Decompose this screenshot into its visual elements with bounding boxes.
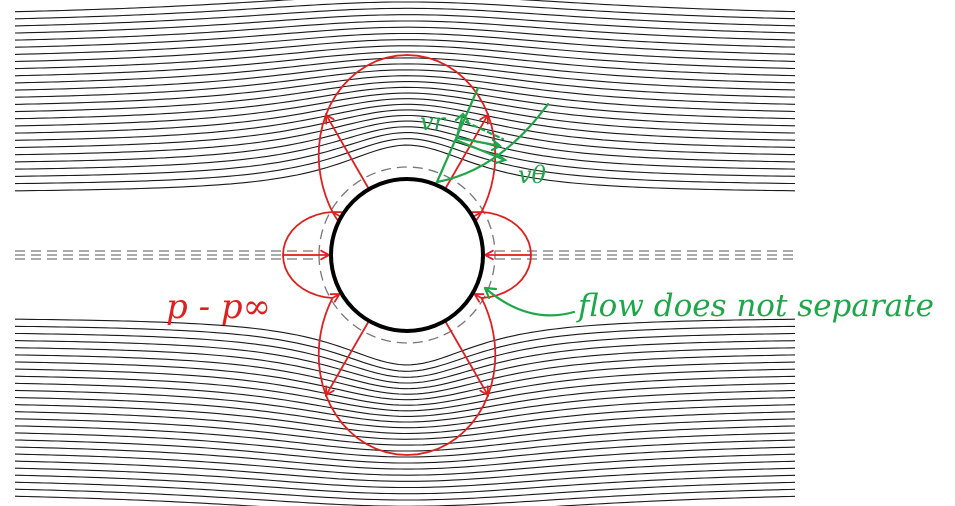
vr-arrow — [454, 112, 470, 142]
pressure-label: p - p∞ — [166, 287, 271, 327]
cylinder — [329, 177, 485, 333]
streamline — [14, 7, 796, 27]
streamline — [14, 57, 796, 84]
vtheta-label: vθ — [518, 161, 547, 189]
streamline — [14, 32, 796, 55]
flow-note: flow does not separate — [576, 288, 934, 324]
dividing-streamline-segment — [318, 166, 496, 256]
streamline — [14, 474, 796, 495]
streamline — [14, 467, 796, 489]
streamlines — [14, 0, 796, 506]
streamline — [14, 1, 796, 20]
streamline — [14, 432, 796, 458]
pressure-distribution — [282, 54, 532, 456]
pressure-arrow — [330, 211, 343, 221]
pressure-arrow — [471, 211, 484, 221]
streamline — [14, 347, 796, 390]
streamline — [14, 439, 796, 464]
streamline — [14, 20, 796, 41]
streamline — [14, 495, 796, 506]
streamline — [14, 361, 796, 401]
dashed-helper — [464, 120, 505, 141]
streamline — [14, 404, 796, 435]
streamline — [14, 39, 796, 63]
streamline — [14, 325, 795, 372]
streamline — [14, 368, 796, 406]
streamline — [14, 63, 796, 91]
streamline — [14, 98, 796, 134]
streamline — [14, 488, 796, 506]
streamline — [14, 340, 796, 384]
streamline — [15, 126, 796, 170]
streamline — [14, 375, 796, 412]
streamline — [14, 0, 796, 13]
dividing-streamline — [15, 166, 795, 344]
streamline — [15, 318, 796, 366]
streamline — [14, 69, 796, 98]
streamline — [14, 354, 796, 395]
resultant-arrow — [456, 136, 502, 152]
streamline — [14, 411, 796, 440]
dividing-streamline-segment — [318, 254, 496, 344]
streamline — [14, 45, 796, 70]
streamline — [14, 75, 796, 105]
streamline — [14, 389, 796, 423]
streamline — [14, 26, 796, 48]
pressure-arrow — [282, 249, 331, 261]
note-arrow — [483, 286, 576, 317]
streamline — [14, 396, 796, 429]
pressure-arrow — [483, 249, 532, 261]
streamline — [14, 120, 796, 163]
vtheta-arrow — [454, 138, 508, 165]
streamline — [14, 138, 795, 185]
streamline — [14, 92, 796, 127]
streamline — [14, 81, 796, 113]
streamline — [14, 418, 796, 446]
streamline — [14, 14, 796, 34]
pressure-arrow — [445, 113, 489, 189]
vr-label: vr — [420, 108, 447, 136]
streamline — [14, 114, 795, 156]
pressure-arrow — [445, 321, 489, 397]
streamline — [15, 144, 796, 192]
streamline — [14, 453, 796, 476]
streamline — [14, 86, 796, 120]
streamline — [14, 132, 796, 177]
streamline — [14, 481, 796, 501]
velocity-components — [435, 86, 576, 317]
streamline — [14, 460, 796, 482]
pressure-arrow — [325, 321, 369, 397]
streamline — [14, 51, 796, 77]
streamline — [14, 109, 796, 149]
streamline — [15, 332, 796, 378]
streamline — [14, 425, 796, 452]
streamline — [14, 446, 796, 470]
pressure-arrow — [325, 113, 369, 189]
streamline — [14, 382, 796, 417]
streamline — [14, 103, 796, 141]
